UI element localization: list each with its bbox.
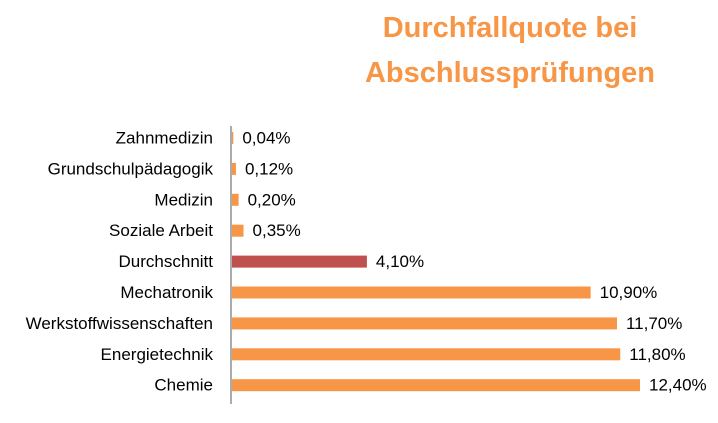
category-label: Energietechnik [101, 345, 214, 364]
category-label: Medizin [154, 190, 213, 209]
bar [232, 379, 640, 392]
chart-title-line-1: Durchfallquote bei [382, 12, 638, 44]
data-label: 11,80% [629, 345, 685, 364]
bar [232, 162, 236, 175]
chart-title-line-2: Abschlussprüfungen [364, 57, 655, 89]
data-label: 0,35% [253, 221, 301, 240]
bar [232, 132, 234, 144]
data-label: 10,90% [600, 283, 658, 302]
data-label: 4,10% [376, 252, 424, 271]
category-label: Zahnmedizin [116, 129, 213, 148]
bar [232, 224, 244, 237]
data-label: 0,12% [245, 159, 293, 178]
category-label: Grundschulpädagogik [48, 159, 214, 178]
category-label: Soziale Arbeit [109, 221, 213, 240]
bar [232, 317, 617, 330]
bar [232, 255, 367, 268]
bar [232, 348, 621, 361]
bar [232, 286, 591, 299]
data-label: 0,04% [242, 129, 290, 148]
data-label: 12,40% [649, 376, 707, 395]
category-label: Chemie [154, 376, 213, 395]
category-label: Werkstoffwissenschaften [26, 314, 213, 333]
data-label: 11,70% [626, 314, 682, 333]
data-label: 0,20% [248, 190, 296, 209]
bar [232, 193, 239, 206]
category-label: Mechatronik [120, 283, 213, 302]
category-label: Durchschnitt [119, 252, 214, 271]
